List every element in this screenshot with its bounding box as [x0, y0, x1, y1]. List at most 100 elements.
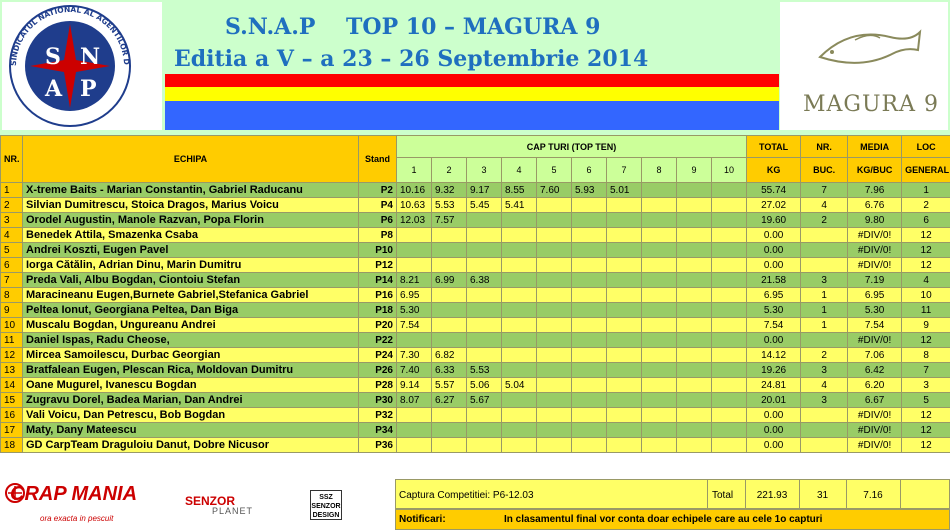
- row-nr: 6: [0, 257, 23, 273]
- row-capture: 5.04: [501, 377, 537, 393]
- row-nr-buc: 1: [800, 302, 849, 318]
- row-capture: [641, 392, 677, 408]
- row-capture: [676, 332, 712, 348]
- results-body: 1 X-treme Baits - Marian Constantin, Gabr…: [0, 182, 950, 453]
- logo-letter-a: A: [44, 76, 63, 102]
- row-capture: [536, 407, 572, 423]
- row-capture: [710, 212, 748, 228]
- row-total-kg: 24.81: [746, 377, 802, 393]
- row-capture: [571, 212, 607, 228]
- row-capture: 5.67: [466, 392, 502, 408]
- row-media: 6.95: [847, 287, 903, 303]
- row-capture: 5.53: [431, 197, 467, 213]
- row-loc: 10: [901, 287, 950, 303]
- row-capture: [571, 242, 607, 258]
- row-capture: [676, 377, 712, 393]
- row-stand: P12: [358, 257, 397, 273]
- row-capture: [571, 377, 607, 393]
- row-capture: [676, 347, 712, 363]
- row-capture: 7.40: [396, 362, 432, 378]
- row-team: Bratfalean Eugen, Plescan Rica, Moldovan…: [22, 362, 359, 378]
- row-capture: [676, 257, 712, 273]
- row-nr-buc: 1: [800, 317, 849, 333]
- header-tur-5: 5: [536, 157, 572, 183]
- row-capture: [536, 317, 572, 333]
- row-stand: P6: [358, 212, 397, 228]
- row-capture: [536, 332, 572, 348]
- row-stand: P34: [358, 422, 397, 438]
- row-capture: [501, 407, 537, 423]
- row-nr: 16: [0, 407, 23, 423]
- row-loc: 4: [901, 272, 950, 288]
- row-nr-buc: 3: [800, 392, 849, 408]
- table-row: 15 Zugravu Dorel, Badea Marian, Dan Andre…: [0, 392, 950, 408]
- row-stand: P18: [358, 302, 397, 318]
- notification-label: Notificari:: [399, 514, 446, 525]
- row-capture: 6.82: [431, 347, 467, 363]
- flag-stripe-blue: [165, 101, 779, 130]
- logo-letter-s: S: [45, 44, 61, 70]
- row-nr: 17: [0, 422, 23, 438]
- table-row: 5 Andrei Koszti, Eugen Pavel P10 0.00 #DIV/0…: [0, 242, 950, 258]
- row-capture: [641, 332, 677, 348]
- row-capture: [571, 437, 607, 453]
- row-team: Iorga Cătălin, Adrian Dinu, Marin Dumitr…: [22, 257, 359, 273]
- row-capture: [396, 227, 432, 243]
- row-capture: [571, 317, 607, 333]
- row-media: 7.54: [847, 317, 903, 333]
- row-nr-buc: [800, 257, 849, 273]
- capture-row: [395, 479, 950, 509]
- row-capture: [641, 347, 677, 363]
- header-loc: LOC: [901, 135, 950, 158]
- row-media: #DIV/0!: [847, 242, 903, 258]
- row-capture: [501, 242, 537, 258]
- row-media: #DIV/0!: [847, 407, 903, 423]
- row-capture: 8.21: [396, 272, 432, 288]
- row-capture: 8.55: [501, 182, 537, 198]
- row-capture: [606, 257, 642, 273]
- row-capture: [606, 347, 642, 363]
- total-buc: 31: [816, 490, 829, 501]
- row-capture: [606, 287, 642, 303]
- crap-mania-ball-icon: [5, 483, 25, 503]
- row-capture: [501, 302, 537, 318]
- row-capture: [676, 302, 712, 318]
- senzor-logo: SENZOR: [185, 494, 236, 508]
- row-capture: [571, 362, 607, 378]
- header-loc2: GENERAL: [901, 157, 950, 183]
- row-media: #DIV/0!: [847, 257, 903, 273]
- row-capture: [710, 332, 748, 348]
- row-capture: [396, 242, 432, 258]
- row-capture: 9.32: [431, 182, 467, 198]
- row-nr-buc: 3: [800, 272, 849, 288]
- row-capture: [606, 272, 642, 288]
- row-total-kg: 27.02: [746, 197, 802, 213]
- row-capture: [606, 377, 642, 393]
- row-nr-buc: 1: [800, 287, 849, 303]
- row-capture: [571, 257, 607, 273]
- row-capture: [571, 347, 607, 363]
- row-team: Preda Vali, Albu Bogdan, Ciontoiu Stefan: [22, 272, 359, 288]
- row-capture: [536, 437, 572, 453]
- row-nr-buc: 3: [800, 362, 849, 378]
- row-nr-buc: [800, 332, 849, 348]
- row-nr: 10: [0, 317, 23, 333]
- row-capture: [536, 257, 572, 273]
- table-row: 3 Orodel Augustin, Manole Razvan, Popa Fl…: [0, 212, 950, 228]
- row-capture: 5.01: [606, 182, 642, 198]
- row-capture: [710, 227, 748, 243]
- row-team: Silvian Dumitrescu, Stoica Dragos, Mariu…: [22, 197, 359, 213]
- row-loc: 3: [901, 377, 950, 393]
- row-capture: [710, 257, 748, 273]
- row-nr: 14: [0, 377, 23, 393]
- row-capture: 5.30: [396, 302, 432, 318]
- row-capture: [466, 227, 502, 243]
- row-stand: P16: [358, 287, 397, 303]
- row-stand: P22: [358, 332, 397, 348]
- row-capture: [536, 242, 572, 258]
- row-capture: 5.57: [431, 377, 467, 393]
- row-capture: [710, 317, 748, 333]
- row-total-kg: 0.00: [746, 422, 802, 438]
- row-capture: [536, 212, 572, 228]
- row-capture: [571, 332, 607, 348]
